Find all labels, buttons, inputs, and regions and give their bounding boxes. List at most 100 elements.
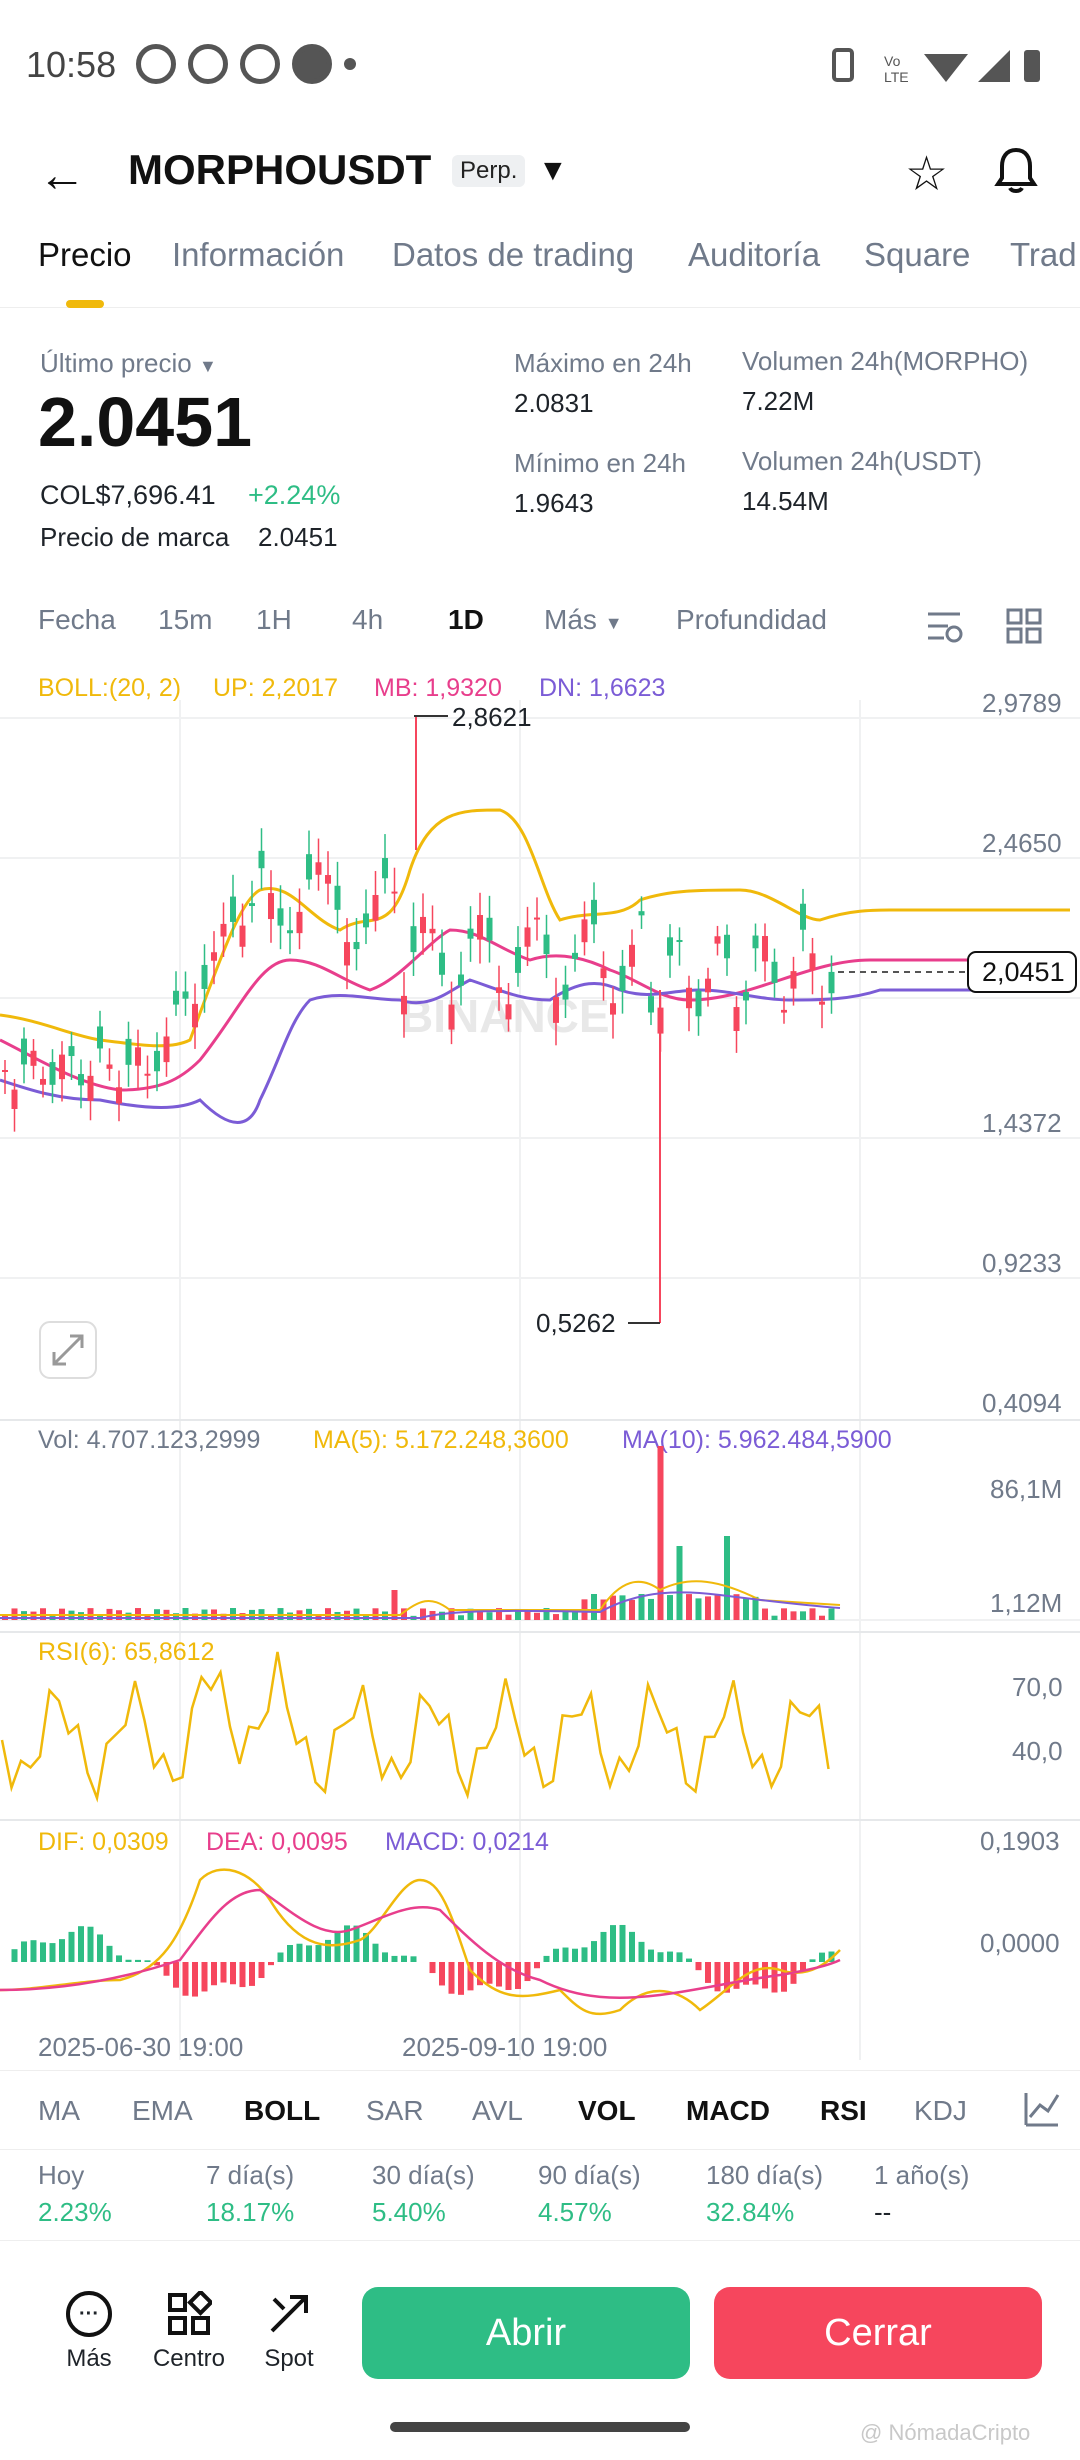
macd-bar	[591, 1941, 597, 1962]
interval-bar: Fecha 15m 1H 4h 1D Más ▼ Profundidad	[0, 596, 1080, 656]
volume-bar	[477, 1610, 483, 1620]
macd-bar	[192, 1962, 198, 1997]
volume-bar	[686, 1594, 692, 1620]
macd-bar	[657, 1952, 664, 1962]
macd-bar	[733, 1962, 740, 1989]
macd-bar	[676, 1952, 683, 1962]
current-price-tag-box	[967, 951, 1077, 993]
indicator-kdj[interactable]: KDJ	[914, 2095, 967, 2126]
indicator-boll[interactable]: BOLL	[244, 2095, 321, 2126]
indicator-sar[interactable]: SAR	[366, 2095, 424, 2126]
candle-body	[296, 911, 303, 934]
indicator-vol[interactable]: VOL	[578, 2095, 636, 2126]
tab-datos-de-trading[interactable]: Datos de trading	[392, 236, 635, 273]
candle-body	[87, 1075, 94, 1101]
kline-chart[interactable]: BOLL:(20, 2) UP: 2,2017 MB: 1,9320 DN: 1…	[0, 660, 1080, 2060]
arrow-left-icon[interactable]: ←	[38, 149, 86, 202]
volume-bar	[505, 1614, 512, 1620]
more-button[interactable]: ··· Más	[44, 2291, 134, 2373]
interval-1d[interactable]: 1D	[448, 604, 484, 635]
bell-icon[interactable]	[994, 146, 1038, 194]
rsi-line	[0, 1651, 830, 1803]
boll-up: UP: 2,2017	[213, 674, 338, 702]
home-indicator[interactable]	[390, 2422, 690, 2432]
price-axis-tick: 2,9789	[982, 688, 1062, 718]
candle-body	[211, 952, 217, 961]
candle-body	[771, 961, 778, 983]
macd-bar	[496, 1962, 502, 1987]
price-axis-tick: 0,9233	[982, 1248, 1062, 1278]
chart-settings-icon[interactable]	[924, 606, 964, 646]
tab-auditoria[interactable]: Auditoría	[688, 236, 821, 273]
candle-body	[182, 991, 189, 999]
candle-body	[705, 978, 711, 993]
candle-body	[790, 971, 797, 989]
indicator-ema[interactable]: EMA	[132, 2095, 193, 2126]
interval-mas[interactable]: Más ▼	[544, 604, 623, 635]
macd-bar	[410, 1956, 417, 1962]
centro-button[interactable]: Centro	[144, 2291, 234, 2373]
last-price-label[interactable]: Último precio ▼	[40, 348, 217, 378]
tab-precio[interactable]: Precio	[38, 236, 132, 273]
macd-bar	[21, 1941, 27, 1962]
layout-grid-icon[interactable]	[1004, 606, 1044, 646]
interval-fecha[interactable]: Fecha	[38, 604, 116, 635]
candle-body	[828, 971, 835, 994]
vol-ma10: MA(10): 5.962.484,5900	[622, 1426, 892, 1454]
macd-bar	[581, 1947, 588, 1962]
facebook-icon	[292, 44, 332, 84]
interval-15m[interactable]: 15m	[158, 604, 213, 635]
candle-body	[334, 885, 341, 910]
macd-bar	[543, 1955, 550, 1962]
spot-button[interactable]: Spot	[244, 2291, 334, 2373]
candle-body	[192, 1003, 198, 1028]
interval-1h[interactable]: 1H	[256, 604, 292, 635]
macd-bar	[391, 1955, 398, 1962]
macd-bar	[68, 1931, 75, 1962]
star-icon[interactable]: ☆	[905, 148, 949, 201]
tab-trad[interactable]: Trad	[1010, 236, 1077, 273]
macd-bar	[610, 1925, 616, 1962]
chevron-down-icon[interactable]: ▼	[538, 154, 568, 187]
indicator-macd[interactable]: MACD	[686, 2095, 770, 2126]
macd-bar	[686, 1958, 692, 1962]
close-button[interactable]: Cerrar	[714, 2287, 1042, 2379]
candle-body	[562, 984, 569, 1000]
spot-label: Spot	[264, 2345, 314, 2372]
candle-body	[619, 965, 626, 991]
macd-bar	[106, 1945, 113, 1962]
macd-bar	[249, 1962, 255, 1986]
macd-bar	[287, 1945, 293, 1962]
candle-body	[154, 1050, 160, 1072]
macd-bar	[87, 1926, 94, 1962]
interval-4h[interactable]: 4h	[352, 604, 384, 635]
interval-profundidad[interactable]: Profundidad	[676, 604, 828, 635]
tab-square[interactable]: Square	[864, 236, 971, 273]
indicator-ma[interactable]: MA	[38, 2095, 80, 2126]
whatsapp-icon	[136, 44, 176, 84]
candle-body	[420, 916, 426, 934]
expand-icon[interactable]	[39, 1321, 97, 1379]
indicator-settings-icon[interactable]	[1022, 2089, 1062, 2129]
min-marker: 0,5262	[536, 1308, 616, 1338]
volume-bar	[648, 1598, 654, 1620]
status-bar: 10:58 Vo LTE	[0, 0, 1080, 130]
macd-bar	[154, 1962, 160, 1966]
indicator-avl[interactable]: AVL	[472, 2095, 523, 2126]
candle-body	[819, 1001, 825, 1005]
macd-bar	[467, 1962, 474, 1991]
status-right-icons: Vo LTE	[832, 48, 1040, 85]
candle-body	[486, 917, 493, 941]
tab-informacion[interactable]: Información	[172, 236, 345, 273]
symbol-title[interactable]: MORPHOUSDT	[128, 146, 432, 193]
macd-bar	[306, 1945, 312, 1962]
date-axis-tick: 2025-09-10 19:00	[402, 2032, 607, 2060]
open-button[interactable]: Abrir	[362, 2287, 690, 2379]
indicator-rsi[interactable]: RSI	[820, 2095, 867, 2126]
macd-bar	[163, 1962, 170, 1976]
dot-icon	[344, 58, 356, 70]
date-axis-tick: 2025-06-30 19:00	[38, 2032, 243, 2060]
macd-bar	[819, 1952, 825, 1962]
candle-body	[144, 1073, 151, 1076]
macd-bar	[486, 1962, 493, 1984]
